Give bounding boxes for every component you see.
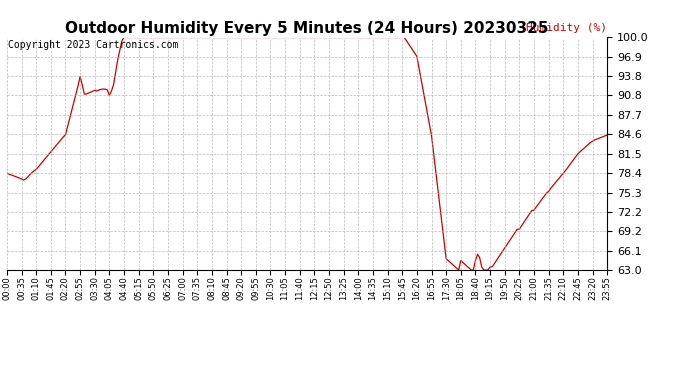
Text: Humidity (%): Humidity (%): [526, 23, 607, 33]
Title: Outdoor Humidity Every 5 Minutes (24 Hours) 20230325: Outdoor Humidity Every 5 Minutes (24 Hou…: [66, 21, 549, 36]
Text: Copyright 2023 Cartronics.com: Copyright 2023 Cartronics.com: [8, 40, 178, 50]
